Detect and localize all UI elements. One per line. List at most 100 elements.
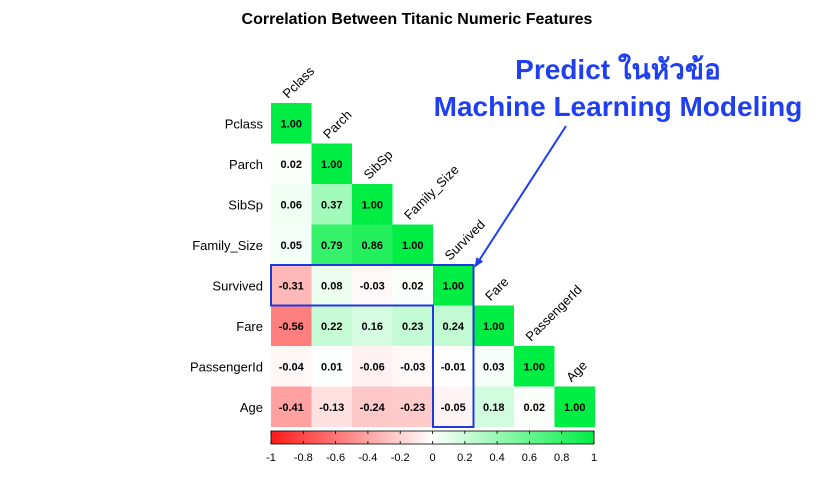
row-label-fare: Fare <box>236 319 263 334</box>
cell-value-label: 0.08 <box>321 280 342 292</box>
cell-value-label: 0.22 <box>321 321 342 333</box>
heatmap-cell-family_size-parch <box>311 224 352 265</box>
colorbar: -1 -0.8 -0.6 -0.4 -0.2 0 0.2 0.4 0.6 0.8 1 <box>266 430 597 464</box>
cell-value-label: -0.01 <box>441 361 466 373</box>
row-labels: Pclass Parch SibSp Family_Size Survived Fare P… <box>190 116 263 415</box>
row-label-family_size: Family_Size <box>192 238 263 253</box>
column-label-pclass: Pclass <box>280 63 318 101</box>
colorbar-tick-label: -0.6 <box>326 452 345 464</box>
cell-value-label: 0.02 <box>281 159 302 171</box>
cell-value-label: -0.23 <box>400 402 425 414</box>
row-label-survived: Survived <box>212 278 263 293</box>
heatmap-cell-age-passengerid <box>514 386 555 427</box>
cell-value-label: 0.06 <box>281 199 302 211</box>
heatmap-cell-fare-family_size <box>392 305 433 346</box>
heatmap-cell-fare-pclass <box>271 305 312 346</box>
cell-value-label: 0.86 <box>362 240 383 252</box>
row-label-parch: Parch <box>229 157 263 172</box>
column-label-parch: Parch <box>320 107 355 142</box>
heatmap-cell-family_size-pclass <box>271 224 312 265</box>
cell-value-label: -0.03 <box>360 280 385 292</box>
column-label-sibsp: SibSp <box>361 147 396 182</box>
cell-value-label: 0.02 <box>402 280 423 292</box>
cell-value-label: 1.00 <box>564 402 585 414</box>
cell-value-label: 0.01 <box>321 361 342 373</box>
cell-value-label: 0.23 <box>402 321 423 333</box>
heatmap-cell-survived-pclass <box>271 265 312 306</box>
row-label-sibsp: SibSp <box>228 197 263 212</box>
colorbar-tick-label: -0.8 <box>294 452 313 464</box>
cell-value-label: 1.00 <box>321 159 342 171</box>
chart-title: Correlation Between Titanic Numeric Feat… <box>242 11 593 28</box>
annotation-line-1: Predict ในหัวข้อ <box>515 53 721 85</box>
cell-value-label: 0.02 <box>524 402 545 414</box>
heatmap-cell-passengerid-family_size <box>392 346 433 387</box>
cell-value-label: 1.00 <box>443 280 464 292</box>
colorbar-tick-label: -0.4 <box>358 452 377 464</box>
heatmap-cell-fare-parch <box>311 305 352 346</box>
cell-value-label: 0.03 <box>483 361 504 373</box>
cell-value-label: 1.00 <box>281 118 302 130</box>
cell-value-label: 0.05 <box>281 240 302 252</box>
column-label-age: Age <box>563 358 590 385</box>
heatmap-cell-age-pclass <box>271 386 312 427</box>
heatmap-cell-survived-sibsp <box>352 265 393 306</box>
cell-value-label: -0.04 <box>279 361 305 373</box>
heatmap-cell-fare-survived <box>433 305 474 346</box>
heatmap-cell-family_size-sibsp <box>352 224 393 265</box>
cell-value-label: 0.18 <box>483 402 504 414</box>
heatmap-cell-survived-survived <box>433 265 474 306</box>
colorbar-tick-label: 0.6 <box>522 452 537 464</box>
heatmap-cell-fare-fare <box>473 305 514 346</box>
heatmap-cell-passengerid-parch <box>311 346 352 387</box>
row-label-age: Age <box>240 400 263 415</box>
heatmap-cell-sibsp-pclass <box>271 184 312 225</box>
annotation-arrow <box>474 125 567 268</box>
heatmap-cell-age-fare <box>473 386 514 427</box>
colorbar-tick-label: -1 <box>266 452 276 464</box>
colorbar-tick-label: 0.2 <box>457 452 472 464</box>
heatmap-cell-passengerid-pclass <box>271 346 312 387</box>
heatmap-cell-fare-sibsp <box>352 305 393 346</box>
colorbar-tick-label: 0.4 <box>489 452 504 464</box>
heatmap-cell-pclass-pclass <box>271 103 312 144</box>
colorbar-tick-label: 0 <box>429 452 435 464</box>
cell-value-label: -0.41 <box>279 402 304 414</box>
heatmap-cell-age-parch <box>311 386 352 427</box>
cell-value-label: 1.00 <box>524 361 545 373</box>
heatmap-cell-age-survived <box>433 386 474 427</box>
column-label-family_size: Family_Size <box>401 162 462 223</box>
row-label-passengerid: PassengerId <box>190 359 263 374</box>
cell-value-label: 0.37 <box>321 199 342 211</box>
column-label-fare: Fare <box>482 274 512 304</box>
cell-value-label: -0.31 <box>279 280 304 292</box>
heatmap-cell-passengerid-survived <box>433 346 474 387</box>
cell-value-label: -0.56 <box>279 321 304 333</box>
cell-value-label: 1.00 <box>402 240 423 252</box>
cell-value-label: -0.05 <box>441 402 466 414</box>
heatmap-cell-sibsp-sibsp <box>352 184 393 225</box>
column-label-passengerid: PassengerId <box>523 282 585 344</box>
cell-value-label: 0.24 <box>443 321 465 333</box>
annotation: Predict ในหัวข้อ Machine Learning Modeli… <box>434 53 803 268</box>
cell-value-label: 1.00 <box>362 199 383 211</box>
colorbar-tick-label: -0.2 <box>391 452 410 464</box>
row-label-pclass: Pclass <box>225 116 264 131</box>
cell-value-label: -0.13 <box>319 402 344 414</box>
heatmap-cell-parch-pclass <box>271 143 312 184</box>
heatmap-cell-parch-parch <box>311 143 352 184</box>
heatmap-cell-family_size-family_size <box>392 224 433 265</box>
cell-value-label: -0.24 <box>360 402 386 414</box>
heatmap-cell-sibsp-parch <box>311 184 352 225</box>
heatmap-cell-passengerid-sibsp <box>352 346 393 387</box>
heatmap-cell-passengerid-passengerid <box>514 346 555 387</box>
heatmap-cell-age-age <box>554 386 595 427</box>
heatmap-cell-passengerid-fare <box>473 346 514 387</box>
heatmap-cell-age-family_size <box>392 386 433 427</box>
survived-highlight-outline <box>270 264 475 428</box>
survived-highlight <box>270 264 475 428</box>
heatmap-cells: 1.00 0.02 1.00 0.06 0.37 1.00 0.05 0.79 0.86 1.00… <box>271 103 595 427</box>
heatmap-cell-survived-family_size <box>392 265 433 306</box>
annotation-line-2: Machine Learning Modeling <box>434 91 803 122</box>
cell-value-label: -0.03 <box>400 361 425 373</box>
